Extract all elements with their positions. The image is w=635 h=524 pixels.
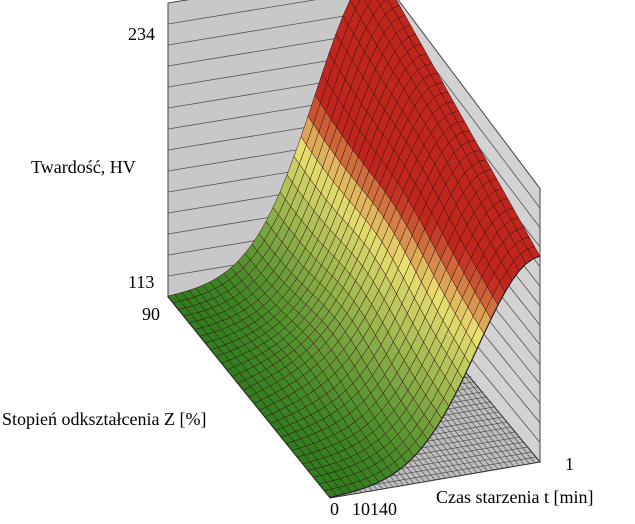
x-tick-max: 10140 — [352, 499, 397, 519]
z-tick-min: 113 — [128, 272, 155, 292]
z-tick-max: 234 — [128, 24, 155, 44]
surface-patch — [364, 0, 373, 6]
surface-front-edge — [329, 255, 541, 498]
z-axis-label: Twardość, HV — [31, 157, 136, 177]
x-tick-min: 1 — [565, 454, 574, 474]
x-axis-label: Czas starzenia t [min] — [436, 487, 594, 507]
back-wall-gridline — [167, 0, 317, 25]
y-tick-max: 90 — [142, 304, 160, 324]
y-tick-min: 0 — [330, 499, 339, 519]
y-axis-label: Stopień odkształcenia Z [%] — [2, 409, 207, 429]
back-wall-gridline — [167, 10, 376, 46]
surface-mesh — [167, 0, 541, 498]
